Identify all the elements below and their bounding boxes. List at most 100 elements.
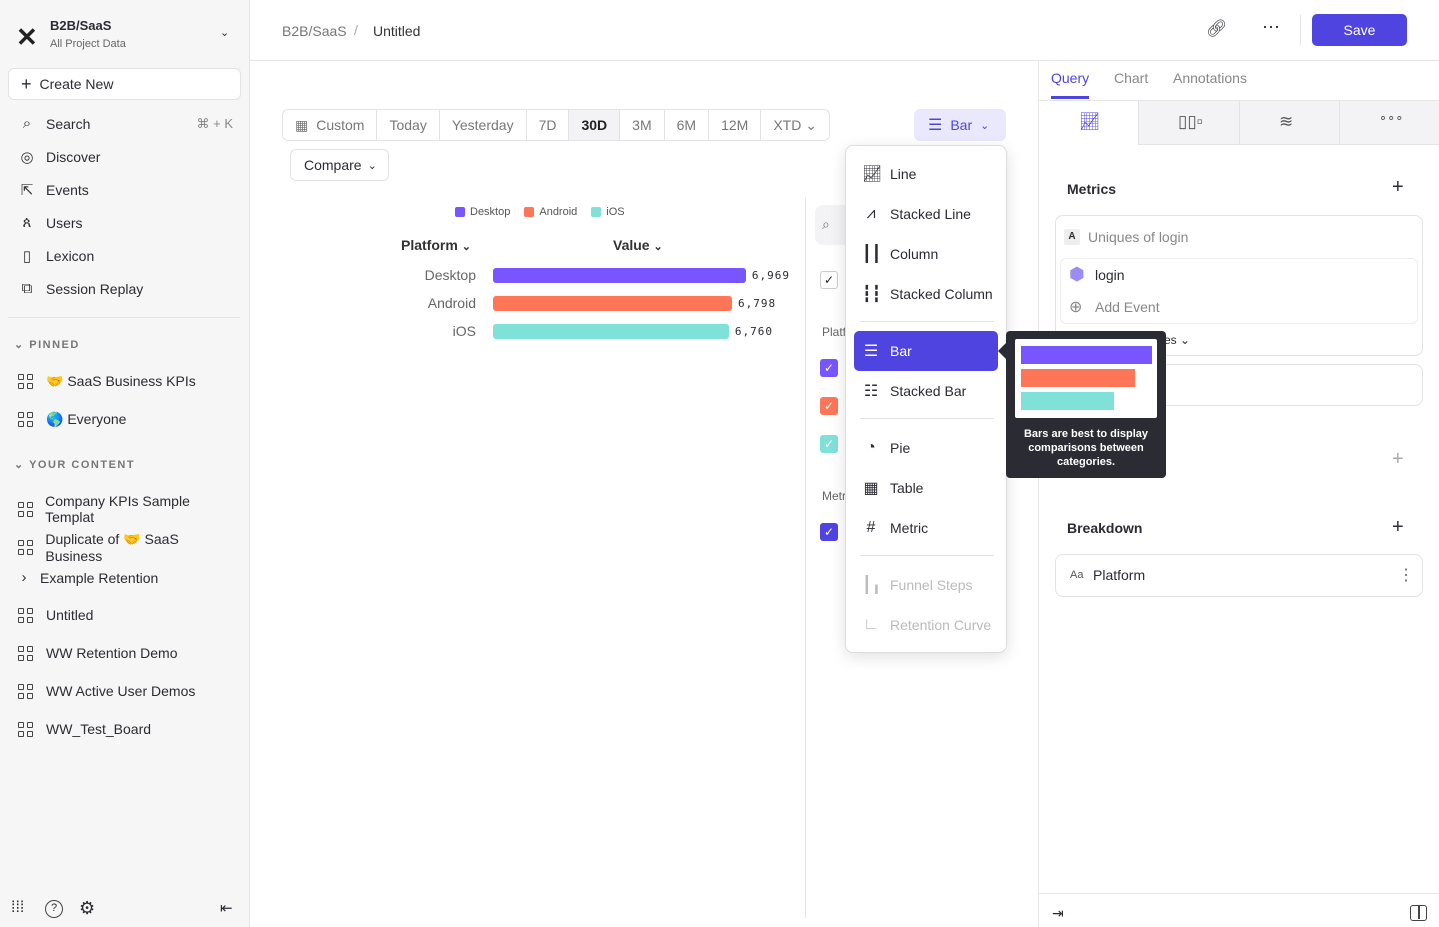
chart-type-button[interactable]: ☰ Bar ⌄: [914, 109, 1006, 141]
menu-item-bar[interactable]: ☰ Bar: [854, 331, 998, 371]
date-option-yesterday[interactable]: Yesterday: [440, 110, 527, 140]
date-option-today[interactable]: Today: [377, 110, 440, 140]
date-option-7d[interactable]: 7D: [527, 110, 570, 140]
bar-desktop[interactable]: [493, 268, 746, 283]
add-breakdown-plus-icon[interactable]: +: [1392, 516, 1404, 538]
bar-ios[interactable]: [493, 324, 729, 339]
label: Compare: [304, 157, 362, 173]
content-item[interactable]: WW Active User Demos: [18, 683, 233, 699]
label: Stacked Column: [890, 286, 993, 302]
menu-item-metric[interactable]: # Metric: [854, 508, 998, 548]
legend-item[interactable]: iOS: [591, 206, 625, 218]
sidebar-item-lexicon[interactable]: ▯ Lexicon: [18, 247, 233, 265]
date-option-3m[interactable]: 3M: [620, 110, 665, 140]
your-content-header[interactable]: ⌄ YOUR CONTENT: [14, 459, 136, 471]
sidebar-item-search[interactable]: ⌕ Search ⌘ + K: [18, 115, 233, 132]
date-option-xtd[interactable]: XTD ⌄: [773, 116, 817, 134]
legend-item[interactable]: Android: [524, 206, 577, 218]
more-options-icon[interactable]: ⋯: [1262, 17, 1280, 37]
add-event-button[interactable]: Add Event: [1095, 299, 1160, 315]
tab-annotations[interactable]: Annotations: [1173, 70, 1247, 86]
insights-icon[interactable]: 📈︎: [1079, 112, 1101, 131]
sidebar-item-session-replay[interactable]: ⧉ Session Replay: [18, 280, 233, 297]
add-metric-plus-icon[interactable]: +: [1392, 176, 1404, 198]
layout-toggle-icon[interactable]: [1410, 905, 1427, 921]
measurement-dropdown[interactable]: es ⌄: [1164, 333, 1191, 347]
category-label: Android: [427, 295, 476, 311]
compare-dropdown[interactable]: Compare ⌄: [290, 149, 389, 181]
chevron-down-icon[interactable]: ⌄: [220, 27, 230, 39]
save-button[interactable]: Save: [1312, 14, 1407, 46]
apps-grid-icon[interactable]: ⁞⁞⁞: [11, 899, 25, 916]
funnels-icon[interactable]: ▯▯▫: [1178, 112, 1203, 131]
tooltip-text: Bars are best to display comparisons bet…: [1023, 428, 1149, 468]
add-filter-plus-icon[interactable]: +: [1392, 448, 1404, 470]
flows-icon[interactable]: ≋: [1279, 112, 1294, 131]
divider: [860, 321, 994, 322]
link-icon[interactable]: 🔗︎: [1206, 19, 1228, 38]
desktop-checkbox[interactable]: ✓: [820, 359, 838, 377]
platform-column-header[interactable]: Platform ⌄: [401, 237, 471, 253]
content-item[interactable]: WW Retention Demo: [18, 645, 233, 661]
sidebar-item-users[interactable]: ጰ Users: [18, 214, 233, 231]
tab-query[interactable]: Query: [1051, 70, 1090, 86]
metric-name[interactable]: Uniques of login: [1088, 229, 1189, 245]
breadcrumb-report-title[interactable]: Untitled: [373, 23, 421, 39]
content-item[interactable]: Untitled: [18, 607, 233, 623]
menu-item-table[interactable]: ▦ Table: [854, 468, 998, 508]
menu-item-stacked-bar[interactable]: ☷ Stacked Bar: [854, 371, 998, 411]
value-column-header[interactable]: Value ⌄: [613, 237, 663, 253]
date-option-30d[interactable]: 30D: [569, 110, 621, 140]
tab-chart[interactable]: Chart: [1114, 70, 1149, 86]
content-item-folder[interactable]: › Example Retention: [18, 569, 233, 586]
settings-gear-icon[interactable]: ⚙: [79, 898, 96, 918]
sidebar-item-events[interactable]: ⇱ Events: [18, 181, 233, 199]
pinned-item[interactable]: 🌎 Everyone: [18, 411, 233, 428]
help-icon[interactable]: ?: [45, 900, 63, 918]
menu-item-column[interactable]: ┃┃ Column: [854, 234, 998, 274]
menu-item-stacked-line[interactable]: ⩘ Stacked Line: [854, 194, 998, 234]
menu-item-stacked-column[interactable]: ┇┇ Stacked Column: [854, 274, 998, 314]
collapse-panel-icon[interactable]: ⇥: [1052, 905, 1064, 921]
breakdown-title: Breakdown: [1067, 520, 1143, 536]
breadcrumb-project[interactable]: B2B/SaaS: [282, 23, 347, 39]
ios-checkbox[interactable]: ✓: [820, 435, 838, 453]
menu-item-funnel-steps: ┃╻ Funnel Steps: [854, 565, 998, 605]
stacked-column-icon: ┇┇: [862, 286, 882, 303]
label: PINNED: [29, 339, 80, 351]
value-label: 6,969: [751, 269, 790, 282]
menu-item-line[interactable]: 📈︎ Line: [854, 154, 998, 194]
android-checkbox[interactable]: ✓: [820, 397, 838, 415]
more-vertical-icon[interactable]: ⋮: [1398, 567, 1414, 584]
legend-label: Android: [539, 206, 578, 218]
label: Bar: [950, 117, 973, 133]
legend-item[interactable]: Desktop: [455, 206, 510, 218]
event-login[interactable]: login: [1095, 267, 1125, 283]
sidebar-item-discover[interactable]: ◎ Discover: [18, 148, 233, 166]
select-all-checkbox[interactable]: ✓: [820, 271, 838, 289]
date-option-6m[interactable]: 6M: [665, 110, 710, 140]
label: WW Retention Demo: [46, 645, 178, 661]
workspace-name[interactable]: B2B/SaaS: [50, 18, 112, 33]
label: Search: [46, 115, 91, 132]
search-icon[interactable]: ⌕: [815, 205, 845, 245]
retention-icon[interactable]: ∘∘∘: [1379, 110, 1404, 125]
create-new-button[interactable]: + Create New: [8, 68, 241, 100]
menu-item-pie[interactable]: ◔ Pie: [854, 428, 998, 468]
board-icon: [18, 645, 36, 661]
divider: [1038, 61, 1039, 927]
date-option-custom[interactable]: ▦ Custom: [283, 110, 378, 140]
pinned-header[interactable]: ⌄ PINNED: [14, 339, 80, 351]
label: Discover: [46, 149, 101, 165]
bar-android[interactable]: [493, 296, 732, 311]
content-item[interactable]: Duplicate of 🤝 SaaS Business: [18, 531, 233, 564]
content-item[interactable]: Company KPIs Sample Templat: [18, 493, 233, 525]
divider: [1039, 893, 1439, 894]
metric-checkbox[interactable]: ✓: [820, 523, 838, 541]
content-item[interactable]: WW_Test_Board: [18, 721, 233, 737]
pinned-item[interactable]: 🤝 SaaS Business KPIs: [18, 373, 233, 390]
label: Funnel Steps: [890, 577, 973, 593]
date-option-12m[interactable]: 12M: [709, 110, 762, 140]
collapse-sidebar-icon[interactable]: ⇤: [220, 900, 233, 917]
breakdown-item[interactable]: Aa Platform ⋮: [1055, 554, 1423, 597]
